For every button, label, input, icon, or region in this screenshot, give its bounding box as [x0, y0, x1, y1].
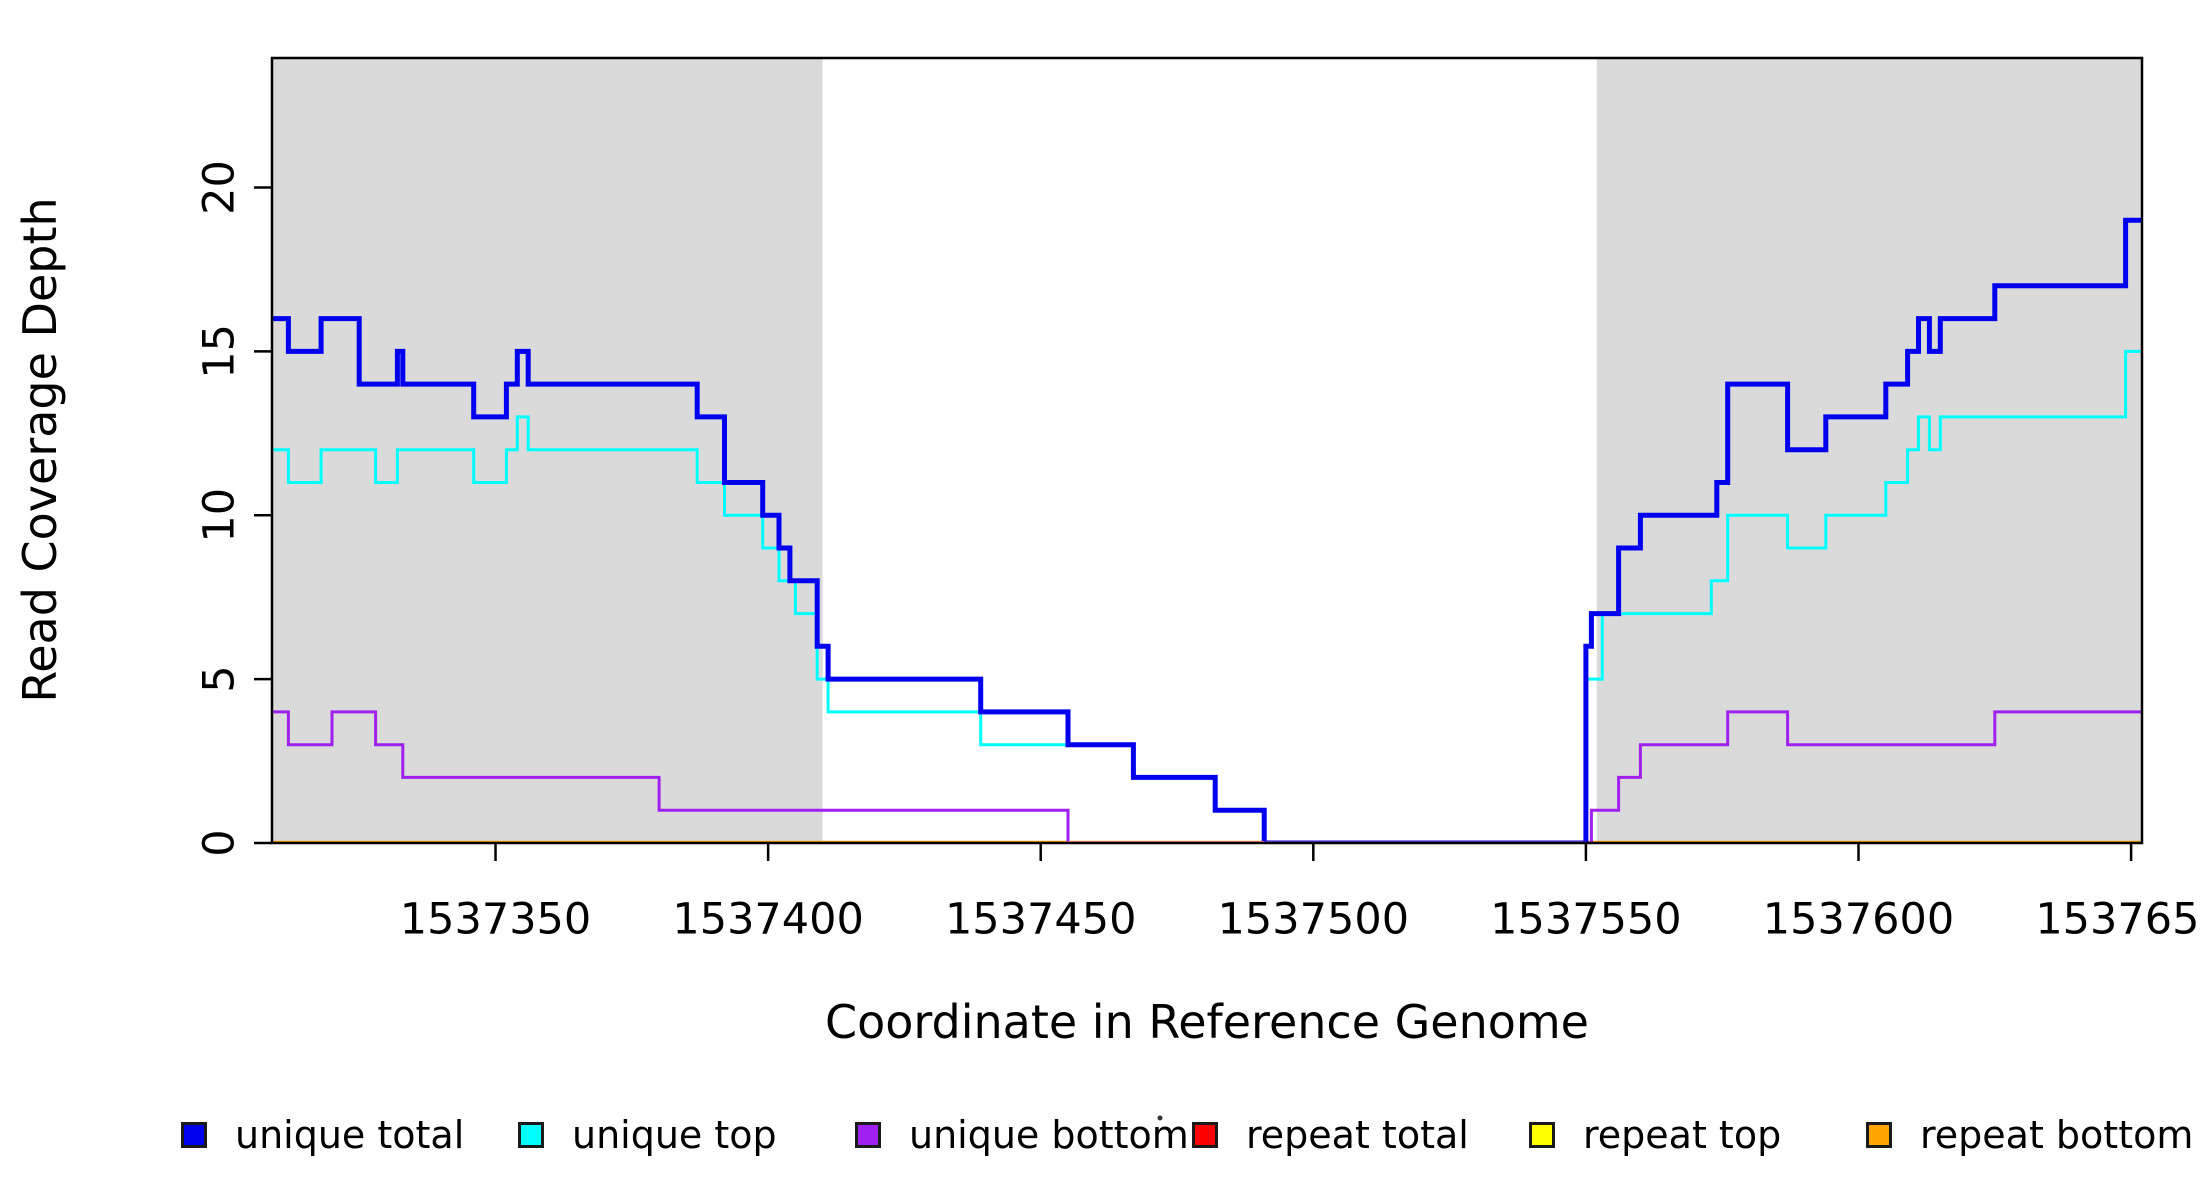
legend-item-label: repeat top: [1583, 1113, 1782, 1157]
shaded-region-right-repeat-flank: [1596, 58, 2142, 843]
y-axis-title: Read Coverage Depth: [13, 197, 67, 703]
y-tick-label: 5: [195, 665, 245, 692]
legend-color-swatch-icon: [518, 1122, 544, 1148]
legend-item-label: unique total: [235, 1113, 465, 1157]
x-tick-label: 1537350: [400, 895, 592, 945]
legend-color-swatch-icon: [181, 1122, 207, 1148]
legend-item-label: unique top: [572, 1113, 777, 1157]
series-line-unique-bottom: [272, 710, 2142, 843]
legend-item-unique-bottom: unique bottom: [855, 1108, 1189, 1162]
x-tick-label: 1537500: [1218, 895, 1410, 945]
y-tick-label: 20: [195, 160, 245, 215]
legend-item-repeat-bottom: repeat bottom: [1866, 1108, 2193, 1162]
x-axis-title: Coordinate in Reference Genome: [825, 995, 1589, 1049]
legend-item-unique-total: unique total: [181, 1108, 464, 1162]
legend-item-label: unique bottom: [909, 1113, 1189, 1157]
legend-color-swatch-icon: [1192, 1122, 1218, 1148]
y-tick-label: 10: [195, 488, 245, 543]
x-tick-label: 1537550: [1490, 895, 1682, 945]
artifact-dot: [1157, 1115, 1163, 1121]
x-tick-label: 1537400: [672, 895, 864, 945]
legend-item-repeat-top: repeat top: [1529, 1108, 1781, 1162]
plot-border: [270, 56, 2144, 845]
legend: unique total unique top unique bottom re…: [0, 1108, 2200, 1168]
legend-color-swatch-icon: [855, 1122, 881, 1148]
legend-item-label: repeat bottom: [1920, 1113, 2194, 1157]
legend-item-repeat-total: repeat total: [1192, 1108, 1469, 1162]
legend-item-label: repeat total: [1246, 1113, 1469, 1157]
x-tick-label: 1537450: [945, 895, 1137, 945]
legend-color-swatch-icon: [1529, 1122, 1555, 1148]
y-tick-label: 0: [195, 829, 245, 856]
x-tick-label: 1537600: [1763, 895, 1955, 945]
legend-color-swatch-icon: [1866, 1122, 1892, 1148]
legend-item-unique-top: unique top: [518, 1108, 777, 1162]
series-line-unique-top: [272, 349, 2142, 843]
series-line-unique-total: [272, 217, 2142, 843]
y-tick-label: 15: [195, 324, 245, 379]
